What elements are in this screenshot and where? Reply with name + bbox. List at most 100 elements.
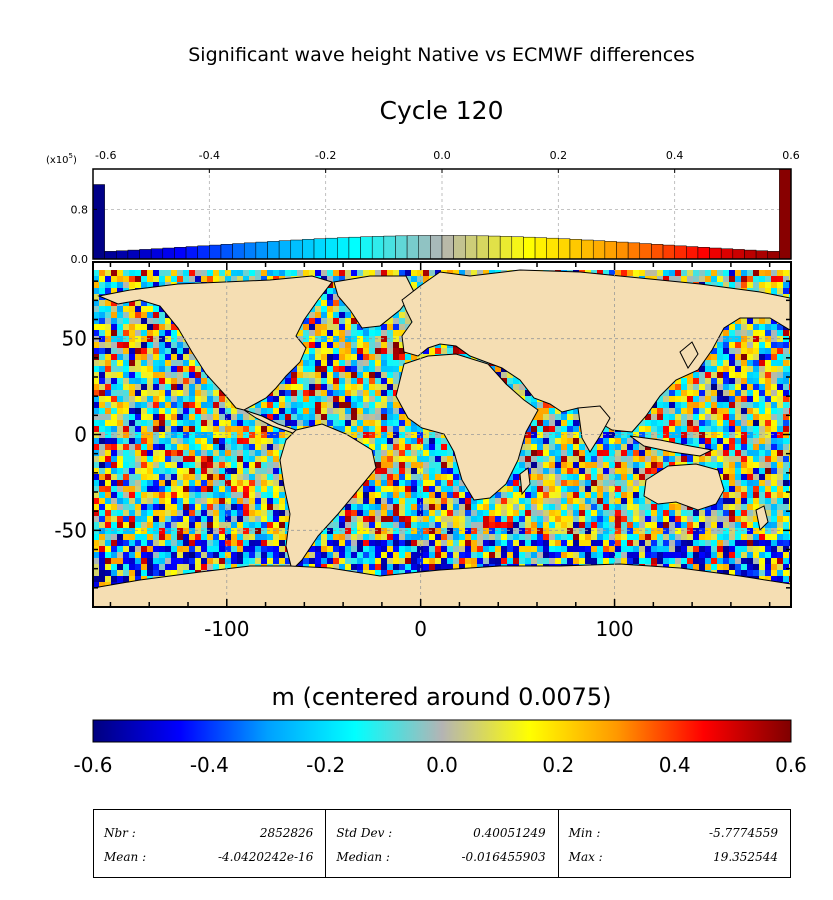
data-cell bbox=[651, 408, 657, 414]
data-cell bbox=[351, 342, 357, 348]
data-cell bbox=[501, 372, 507, 378]
data-cell bbox=[543, 468, 549, 474]
data-cell bbox=[753, 372, 759, 378]
data-cell bbox=[201, 414, 207, 420]
data-cell bbox=[111, 342, 117, 348]
data-cell bbox=[759, 318, 765, 324]
data-cell bbox=[585, 468, 591, 474]
data-cell bbox=[177, 402, 183, 408]
histogram-bar bbox=[127, 249, 140, 260]
data-cell bbox=[153, 468, 159, 474]
data-cell bbox=[669, 432, 675, 438]
data-cell bbox=[537, 486, 543, 492]
histogram-bar bbox=[744, 249, 757, 260]
data-cell bbox=[399, 306, 405, 312]
data-cell bbox=[297, 420, 303, 426]
data-cell bbox=[117, 282, 123, 288]
data-cell bbox=[687, 276, 693, 282]
data-cell bbox=[507, 480, 513, 486]
data-cell bbox=[783, 396, 789, 402]
data-cell bbox=[381, 390, 387, 396]
data-cell bbox=[261, 450, 267, 456]
data-cell bbox=[681, 516, 687, 522]
data-cell bbox=[117, 408, 123, 414]
data-cell bbox=[255, 420, 261, 426]
data-cell bbox=[123, 498, 129, 504]
data-cell bbox=[105, 498, 111, 504]
data-cell bbox=[459, 492, 465, 498]
data-cell bbox=[183, 468, 189, 474]
data-cell bbox=[639, 468, 645, 474]
data-cell bbox=[315, 396, 321, 402]
data-cell bbox=[771, 408, 777, 414]
data-cell bbox=[117, 426, 123, 432]
data-cell bbox=[423, 438, 429, 444]
data-cell bbox=[735, 468, 741, 474]
data-cell bbox=[333, 414, 339, 420]
data-cell bbox=[549, 408, 555, 414]
data-cell bbox=[717, 510, 723, 516]
data-cell bbox=[669, 462, 675, 468]
data-cell bbox=[741, 348, 747, 354]
data-cell bbox=[105, 504, 111, 510]
data-cell bbox=[357, 324, 363, 330]
data-cell bbox=[213, 462, 219, 468]
data-cell bbox=[93, 330, 99, 336]
data-cell bbox=[261, 456, 267, 462]
histogram-bar bbox=[418, 235, 431, 260]
data-cell bbox=[147, 324, 153, 330]
data-cell bbox=[189, 396, 195, 402]
data-cell bbox=[291, 420, 297, 426]
data-cell bbox=[249, 420, 255, 426]
data-cell bbox=[297, 378, 303, 384]
data-cell bbox=[627, 504, 633, 510]
data-cell bbox=[219, 444, 225, 450]
data-cell bbox=[171, 474, 177, 480]
data-cell bbox=[729, 402, 735, 408]
data-cell bbox=[639, 432, 645, 438]
data-cell bbox=[729, 486, 735, 492]
data-cell bbox=[135, 372, 141, 378]
data-cell bbox=[417, 480, 423, 486]
data-cell bbox=[111, 480, 117, 486]
data-cell bbox=[111, 468, 117, 474]
data-cell bbox=[741, 486, 747, 492]
data-cell bbox=[765, 276, 771, 282]
data-cell bbox=[177, 474, 183, 480]
data-cell bbox=[693, 432, 699, 438]
data-cell bbox=[189, 486, 195, 492]
data-cell bbox=[279, 270, 285, 276]
data-cell bbox=[129, 486, 135, 492]
data-cell bbox=[759, 384, 765, 390]
data-cell bbox=[171, 330, 177, 336]
data-cell bbox=[309, 414, 315, 420]
data-cell bbox=[447, 456, 453, 462]
data-cell bbox=[165, 480, 171, 486]
data-cell bbox=[759, 372, 765, 378]
data-cell bbox=[123, 462, 129, 468]
data-cell bbox=[147, 468, 153, 474]
data-cell bbox=[381, 438, 387, 444]
data-cell bbox=[525, 486, 531, 492]
data-cell bbox=[177, 462, 183, 468]
data-cell bbox=[99, 384, 105, 390]
data-cell bbox=[765, 420, 771, 426]
data-cell bbox=[165, 456, 171, 462]
data-cell bbox=[177, 468, 183, 474]
data-cell bbox=[117, 456, 123, 462]
data-cell bbox=[567, 468, 573, 474]
data-cell bbox=[309, 270, 315, 276]
data-cell bbox=[285, 432, 291, 438]
data-cell bbox=[207, 510, 213, 516]
data-cell bbox=[135, 378, 141, 384]
histogram-xtick-label: 0.4 bbox=[666, 149, 684, 162]
data-cell bbox=[735, 444, 741, 450]
histogram-bar bbox=[534, 237, 547, 260]
data-cell bbox=[771, 270, 777, 276]
data-cell bbox=[525, 462, 531, 468]
data-cell bbox=[273, 456, 279, 462]
data-cell bbox=[633, 510, 639, 516]
data-cell bbox=[663, 276, 669, 282]
data-cell bbox=[327, 294, 333, 300]
data-cell bbox=[705, 444, 711, 450]
